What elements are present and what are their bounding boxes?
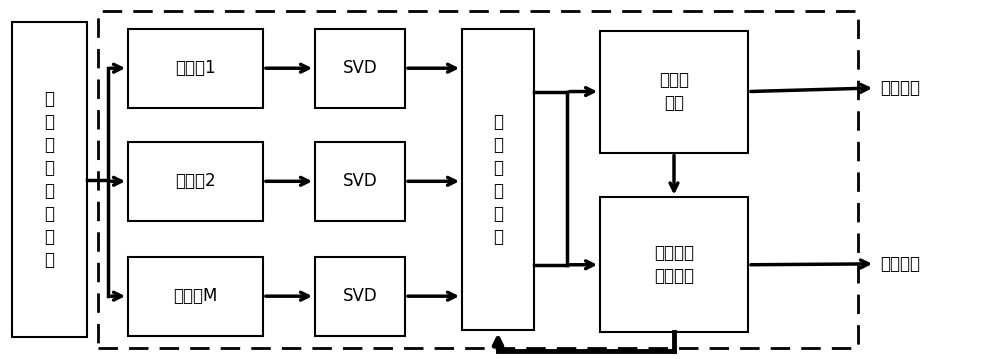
FancyBboxPatch shape <box>462 29 534 330</box>
FancyBboxPatch shape <box>128 29 263 108</box>
FancyBboxPatch shape <box>315 29 405 108</box>
Text: 子矩阵M: 子矩阵M <box>173 287 218 305</box>
FancyBboxPatch shape <box>600 197 748 332</box>
FancyBboxPatch shape <box>600 31 748 153</box>
Text: 奇
异
向
量
拼
接: 奇 异 向 量 拼 接 <box>493 113 503 246</box>
FancyBboxPatch shape <box>128 142 263 221</box>
Text: 码速率
估计: 码速率 估计 <box>659 71 689 112</box>
Text: 后续处理: 后续处理 <box>880 255 920 273</box>
Text: 码元转换
位置估计: 码元转换 位置估计 <box>654 244 694 285</box>
Text: 截
获
信
号
复
数
数
据: 截 获 信 号 复 数 数 据 <box>44 90 54 269</box>
FancyBboxPatch shape <box>12 22 87 337</box>
FancyBboxPatch shape <box>315 257 405 336</box>
Text: SVD: SVD <box>343 287 377 305</box>
Text: 后续处理: 后续处理 <box>880 79 920 97</box>
FancyBboxPatch shape <box>128 257 263 336</box>
FancyBboxPatch shape <box>315 142 405 221</box>
Text: SVD: SVD <box>343 172 377 190</box>
Text: SVD: SVD <box>343 59 377 77</box>
Text: 子矩阵2: 子矩阵2 <box>175 172 216 190</box>
Text: 子矩阵1: 子矩阵1 <box>175 59 216 77</box>
